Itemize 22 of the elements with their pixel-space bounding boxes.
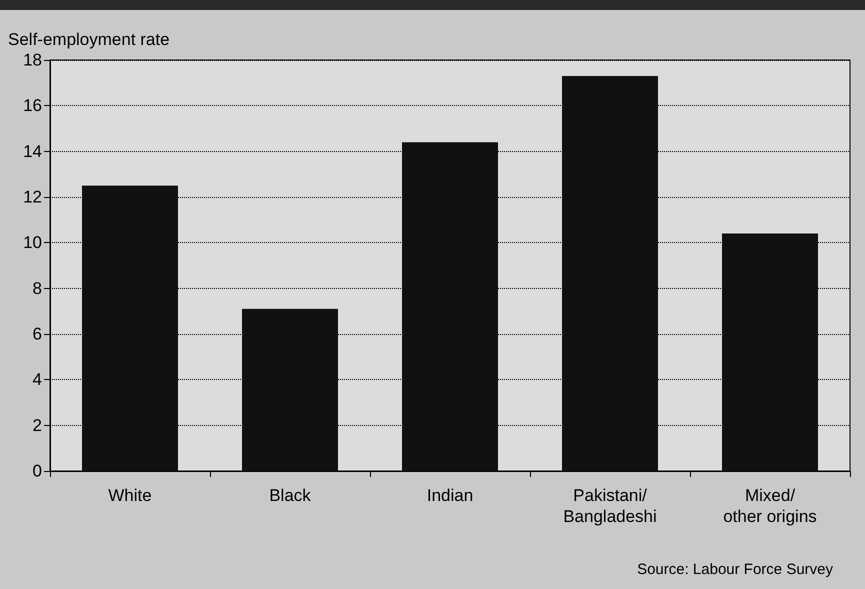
bar <box>82 186 178 471</box>
y-axis-title: Self-employment rate <box>8 30 170 49</box>
x-tick-label: White <box>108 486 152 505</box>
x-tick-label: Mixed/ other origins <box>723 486 817 526</box>
y-tick-label: 4 <box>32 370 42 390</box>
bar <box>562 76 658 471</box>
y-tick-label: 0 <box>32 462 42 480</box>
x-tick-label: Black <box>269 486 312 505</box>
bar <box>242 308 338 471</box>
y-tick-label: 6 <box>32 324 42 344</box>
y-tick-label: 2 <box>32 416 42 435</box>
bar <box>402 142 498 471</box>
y-tick-label: 14 <box>23 142 42 161</box>
x-tick-label: Indian <box>426 486 474 505</box>
y-tick-label: 18 <box>23 50 42 70</box>
y-tick-label: 10 <box>23 233 42 252</box>
bar <box>722 234 818 471</box>
y-tick-label: 8 <box>32 278 42 298</box>
source-note: Source: Labour Force Survey <box>637 561 834 578</box>
x-tick-label: Pakistani/ Bangladeshi <box>563 486 657 526</box>
y-tick-label: 16 <box>23 96 42 116</box>
y-tick-label: 12 <box>23 188 42 206</box>
